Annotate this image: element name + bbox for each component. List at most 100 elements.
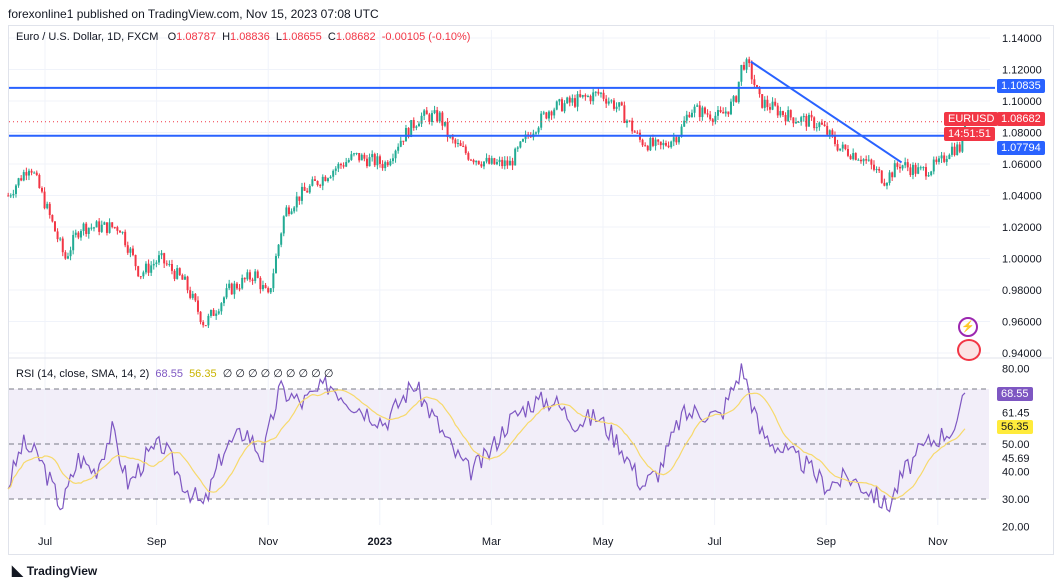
rsi-tick-label: 80.00 <box>1002 364 1030 376</box>
candle-body <box>355 152 358 154</box>
candle-body <box>251 279 254 281</box>
candle-body <box>285 207 288 217</box>
candle-body <box>683 120 686 127</box>
candle-body <box>802 115 805 118</box>
candle-body <box>592 92 595 102</box>
candle-body <box>950 146 953 155</box>
candle-body <box>287 207 290 215</box>
candle-body <box>883 182 886 186</box>
low-label: L <box>275 31 283 43</box>
candle-body <box>202 322 205 326</box>
candle-body <box>178 268 181 276</box>
time-tick-label: Jul <box>38 536 52 548</box>
candle-body <box>17 178 20 186</box>
candle-body <box>142 272 145 277</box>
candle-body <box>248 272 251 280</box>
candle-body <box>576 94 579 107</box>
candle-body <box>194 293 197 301</box>
candle-body <box>176 268 179 279</box>
tradingview-logo[interactable]: ◣ TradingView <box>12 562 97 579</box>
candle-body <box>77 232 80 238</box>
rsi-tick-label: 30.00 <box>1002 494 1030 506</box>
rsi-line <box>7 363 966 513</box>
candle-body <box>261 285 264 290</box>
candle-body <box>553 109 556 116</box>
candle-body <box>113 227 116 229</box>
candle-body <box>399 140 402 147</box>
candle-body <box>69 250 72 257</box>
candle-body <box>870 159 873 165</box>
candle-body <box>893 163 896 178</box>
candle-body <box>698 105 701 118</box>
candle-body <box>818 122 821 128</box>
candle-body <box>449 136 452 138</box>
candle-body <box>363 154 366 159</box>
candle-body <box>129 248 132 253</box>
candle-body <box>568 97 571 103</box>
candle-body <box>571 98 574 103</box>
candle-body <box>792 117 795 124</box>
candle-body <box>397 146 400 151</box>
chart-frame[interactable] <box>8 25 1054 555</box>
candle-body <box>547 111 550 119</box>
candle-body <box>917 167 920 174</box>
candle-body <box>805 115 808 127</box>
candle-body <box>688 114 691 118</box>
candle-body <box>542 112 545 114</box>
candle-body <box>230 283 233 295</box>
candle-body <box>360 154 363 161</box>
candle-body <box>599 92 602 94</box>
candle-body <box>228 283 231 289</box>
candle-body <box>53 221 56 232</box>
open-value: 1.08787 <box>176 31 216 43</box>
candle-body <box>844 144 847 150</box>
candle-body <box>945 158 948 162</box>
candle-body <box>703 107 706 114</box>
time-tick-label: Jul <box>708 536 722 548</box>
candle-body <box>833 135 836 145</box>
candle-body <box>914 164 917 174</box>
candle-body <box>898 166 901 169</box>
candle-body <box>412 120 415 128</box>
candle-body <box>594 91 597 93</box>
price-tick-label: 1.04000 <box>1002 191 1042 203</box>
candle-body <box>563 103 566 112</box>
candle-body <box>766 99 769 108</box>
candle-body <box>888 172 891 184</box>
time-tick-label: 2023 <box>368 536 392 548</box>
candle-body <box>454 139 457 144</box>
candle-body <box>238 288 241 290</box>
symbol-name[interactable]: Euro / U.S. Dollar, 1D, FXCM <box>16 31 159 43</box>
candle-body <box>196 300 199 312</box>
candle-body <box>467 153 470 160</box>
candle-body <box>423 110 426 116</box>
candle-body <box>347 159 350 163</box>
candle-body <box>581 94 584 97</box>
rsi-tick-label: 45.69 <box>1002 453 1030 465</box>
candle-body <box>854 153 857 160</box>
candle-body <box>745 59 748 70</box>
candle-body <box>755 85 758 88</box>
candle-body <box>943 155 946 162</box>
candle-body <box>254 271 257 281</box>
published-caption: forexonline1 published on TradingView.co… <box>8 7 379 21</box>
candle-body <box>298 196 301 201</box>
candle-body <box>901 165 904 169</box>
candle-body <box>670 141 673 148</box>
candle-body <box>20 178 23 181</box>
candle-body <box>930 171 933 176</box>
candle-body <box>508 160 511 166</box>
lightning-icon[interactable]: ⚡ <box>958 317 978 337</box>
time-tick-label: Mar <box>482 536 501 548</box>
candle-body <box>714 115 717 122</box>
candle-body <box>225 288 228 298</box>
candle-body <box>878 168 881 171</box>
candle-body <box>560 99 563 112</box>
us-flag-event-icon[interactable] <box>957 339 981 361</box>
candle-body <box>776 105 779 116</box>
price-tick-label: 1.08000 <box>1002 128 1042 140</box>
rsi-label[interactable]: RSI (14, close, SMA, 14, 2) <box>16 368 150 380</box>
candle-body <box>368 157 371 167</box>
candle-body <box>475 160 478 163</box>
